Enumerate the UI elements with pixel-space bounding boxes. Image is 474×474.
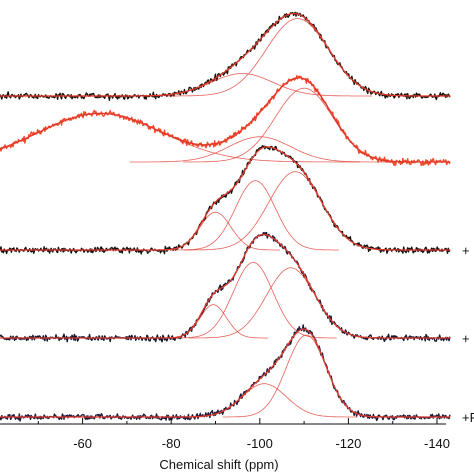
spectrum-5-fit xyxy=(0,328,451,418)
x-tick-label: -140 xyxy=(424,436,450,451)
x-axis-title: Chemical shift (ppm) xyxy=(159,457,278,472)
spectrum-5-component-2 xyxy=(222,334,390,418)
spectrum-5-component-1 xyxy=(171,383,358,418)
spectrum-3-side-label: + xyxy=(462,243,470,258)
x-tick-label: -60 xyxy=(73,436,92,451)
spectrum-2-component-1 xyxy=(0,113,361,163)
x-tick-label: -100 xyxy=(247,436,273,451)
spectrum-1-component-1 xyxy=(111,73,373,97)
spectrum-3-fit xyxy=(0,146,451,251)
spectrum-4-fit xyxy=(0,233,451,339)
spectrum-1-fit xyxy=(0,12,451,97)
spectrum-2-fit xyxy=(0,77,451,163)
spectrum-2 xyxy=(0,75,451,167)
spectrum-2-component-2 xyxy=(129,136,390,163)
spectrum-1 xyxy=(0,11,451,101)
spectrum-4 xyxy=(0,231,451,343)
spectrum-4-component-2 xyxy=(169,262,337,339)
spectrum-4-component-1 xyxy=(157,304,269,339)
spectrum-5-side-label: +F xyxy=(462,410,474,425)
x-tick-label: -80 xyxy=(162,436,181,451)
x-tick-label: -120 xyxy=(335,436,361,451)
spectrum-5 xyxy=(0,324,451,422)
spectrum-3 xyxy=(0,145,451,255)
spectrum-3-component-2 xyxy=(171,180,339,251)
spectrum-4-component-3 xyxy=(188,267,393,339)
x-ticks: -60 -80 -100 -120 -140 xyxy=(37,418,450,451)
spectrum-4-side-label: + xyxy=(462,331,470,346)
spectra-layer xyxy=(0,11,451,422)
side-labels: + + +F xyxy=(462,243,474,425)
spectrum-3-component-3 xyxy=(183,171,407,251)
spectrum-1-trace xyxy=(0,11,451,101)
spectrum-3-component-1 xyxy=(150,211,280,251)
spectrum-2-trace xyxy=(0,75,451,167)
